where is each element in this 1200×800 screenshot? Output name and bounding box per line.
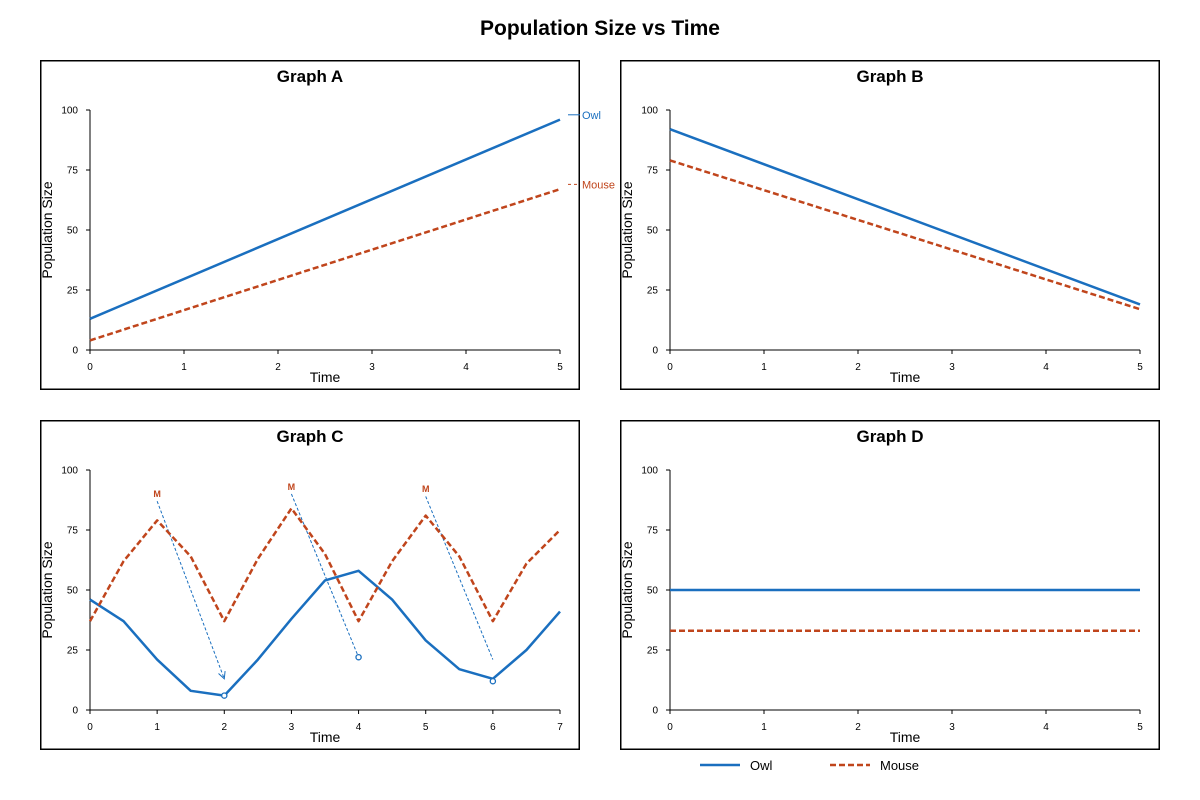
data-point-marker: [221, 692, 228, 699]
chart-panel: Graph B 0 25 50 75 100 0 1 2 3 4 5 Time Population Si…: [619, 60, 1160, 390]
series-line-mouse: [669, 159, 1141, 311]
y-tick-label: 75: [67, 166, 79, 177]
x-tick-label: 5: [1137, 362, 1143, 373]
y-tick-label: 0: [72, 706, 78, 717]
y-tick-label: 100: [641, 466, 658, 477]
annotation-line: [290, 493, 360, 658]
data-point-marker: [489, 677, 497, 685]
x-tick-label: 7: [557, 722, 563, 733]
y-tick-label: 25: [647, 286, 659, 297]
x-tick-label: 6: [490, 722, 496, 733]
panel-title: Graph C: [276, 427, 343, 446]
annotation-arrowhead: [218, 670, 226, 680]
y-tick-label: 100: [61, 106, 78, 117]
series-line-owl: [89, 118, 561, 320]
series-line-owl: [89, 569, 561, 697]
x-tick-label: 1: [761, 362, 767, 373]
panel-frame: [620, 420, 1160, 750]
y-tick-label: 50: [647, 586, 659, 597]
x-tick-label: 5: [1137, 722, 1143, 733]
y-tick-label: 50: [67, 226, 79, 237]
x-tick-label: 5: [557, 362, 563, 373]
y-axis-label: Population Size: [39, 541, 55, 639]
y-tick-label: 0: [652, 706, 658, 717]
panel-frame: [620, 60, 1160, 390]
y-tick-label: 25: [67, 286, 79, 297]
annotation-label: M: [422, 484, 430, 494]
chart-panel: Graph A 0 25 50 75 100 0 1 2 3 4 5 Time Population Si…: [39, 60, 615, 390]
x-tick-label: 0: [87, 722, 93, 733]
x-tick-label: 4: [463, 362, 469, 373]
y-axis-label: Population Size: [619, 181, 635, 279]
y-tick-label: 75: [647, 166, 659, 177]
y-axis-label: Population Size: [39, 181, 55, 279]
y-tick-label: 0: [652, 346, 658, 357]
panel-title: Graph A: [277, 67, 343, 86]
annotation-line: [425, 496, 494, 660]
x-tick-label: 2: [275, 362, 281, 373]
annotation-end-marker: [355, 653, 362, 661]
x-axis-label: Time: [310, 369, 341, 385]
x-tick-label: 1: [761, 722, 767, 733]
x-tick-label: 1: [181, 362, 187, 373]
inline-series-label: Mouse: [582, 179, 615, 191]
panel-title: Graph B: [856, 67, 923, 86]
x-tick-label: 3: [949, 362, 955, 373]
chart-panel: Graph D 0 25 50 75 100 0 1 2 3 4 5 Time Population Si…: [619, 420, 1160, 750]
series-line-mouse: [88, 507, 561, 623]
x-tick-label: 2: [855, 722, 861, 733]
y-tick-label: 50: [647, 226, 659, 237]
legend-label-owl: Owl: [750, 758, 773, 773]
x-tick-label: 5: [423, 722, 429, 733]
y-tick-label: 0: [72, 346, 78, 357]
x-tick-label: 0: [87, 362, 93, 373]
y-axis-label: Population Size: [619, 541, 635, 639]
series-line-mouse: [89, 188, 561, 342]
figure-legend: Owl Mouse: [700, 758, 919, 773]
x-tick-label: 4: [356, 722, 362, 733]
x-tick-label: 3: [369, 362, 375, 373]
x-axis-label: Time: [310, 729, 341, 745]
x-axis-label: Time: [890, 729, 921, 745]
y-tick-label: 50: [67, 586, 79, 597]
y-tick-label: 25: [67, 646, 79, 657]
x-tick-label: 2: [222, 722, 228, 733]
x-tick-label: 2: [855, 362, 861, 373]
inline-series-label: Owl: [582, 110, 601, 122]
annotation-label: M: [288, 482, 296, 492]
x-tick-label: 4: [1043, 722, 1049, 733]
x-tick-label: 3: [289, 722, 295, 733]
chart-panel: Graph C 0 25 50 75 100 0 1 2 3 4 5 6 7 Time Population …: [39, 420, 580, 750]
x-tick-label: 0: [667, 362, 673, 373]
y-tick-label: 100: [641, 106, 658, 117]
y-tick-label: 25: [647, 646, 659, 657]
x-axis-label: Time: [890, 369, 921, 385]
y-tick-label: 100: [61, 466, 78, 477]
series-line-owl: [669, 128, 1141, 306]
y-tick-label: 75: [67, 526, 79, 537]
panel-frame: [40, 420, 580, 750]
x-tick-label: 1: [154, 722, 160, 733]
x-tick-label: 4: [1043, 362, 1049, 373]
legend-label-mouse: Mouse: [880, 758, 919, 773]
annotation-label: M: [153, 489, 161, 499]
y-tick-label: 75: [647, 526, 659, 537]
panel-title: Graph D: [856, 427, 923, 446]
figure-title: Population Size vs Time: [480, 17, 720, 40]
x-tick-label: 0: [667, 722, 673, 733]
x-tick-label: 3: [949, 722, 955, 733]
